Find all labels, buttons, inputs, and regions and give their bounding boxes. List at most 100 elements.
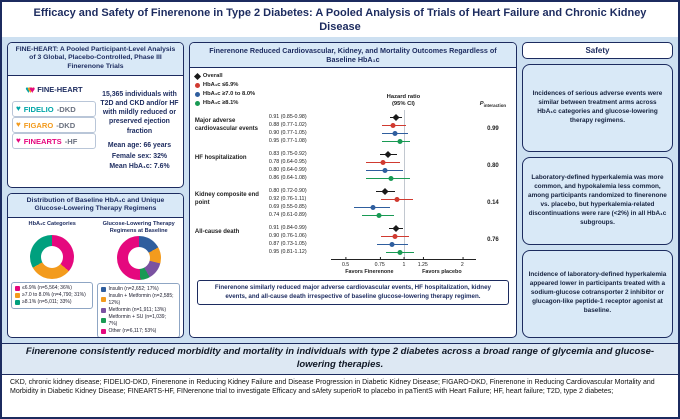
- pie-legend-item: Metformin + SU (n=1,039; 7%): [101, 314, 175, 328]
- axis-tick-label: 2: [460, 257, 464, 269]
- circle-point-marker: [390, 122, 396, 128]
- hazard-ratio-header: Hazard ratio (95% CI): [386, 93, 421, 108]
- hr-ci-text: 0.87 (0.73-1.05): [268, 241, 307, 248]
- hr-ci-text: 0.91 (0.84-0.99): [268, 225, 307, 232]
- hr-ci-text: 0.91 (0.85-0.98): [268, 114, 307, 121]
- legend-swatch: [101, 286, 107, 292]
- estimate-line: 0.80 (0.72-0.90): [269, 184, 476, 199]
- safety-column: Safety Incidences of serious adverse eve…: [521, 41, 673, 338]
- pie-legend-item: Insulin + Metformin (n=2,585; 12%): [101, 293, 175, 307]
- heart-icon: ♥: [16, 120, 21, 130]
- hr-ci-text: 0.78 (0.64-0.95): [268, 159, 307, 166]
- legend-swatch: [101, 297, 107, 303]
- forest-legend-item: HbA₁c ≤6.9%: [194, 81, 331, 90]
- middle-column: Finerenone Reduced Cardiovascular, Kidne…: [188, 41, 517, 338]
- p-sub-label: interaction: [483, 103, 507, 109]
- heart-icon: ♥: [25, 85, 32, 97]
- favors-finerenone-label: Favors Finerenone: [345, 269, 394, 276]
- plot-strip: [331, 163, 476, 178]
- regimens-pie-legend: Insulin (n=2,652; 17%) Insulin + Metformi…: [97, 282, 180, 337]
- forest-outcome-row: HF hospitalization 0.83 (0.75-0.92) 0.78 (…: [194, 147, 511, 186]
- circle-point-marker: [376, 212, 382, 218]
- circle-marker-icon: [194, 92, 200, 98]
- circle-point-marker: [388, 175, 394, 181]
- forest-outcome-row: All-cause death 0.91 (0.84-0.99) 0.90 (0.7…: [195, 221, 511, 260]
- trial-suffix: -DKD: [56, 120, 76, 130]
- trial-suffix: -DKD: [56, 104, 76, 114]
- pie-legend-label: ≤6.9% (n=5,564; 36%): [22, 285, 72, 292]
- plot-strip: [331, 184, 476, 199]
- trial-logo-finearts: ♥ FINEARTS -HF: [12, 133, 96, 150]
- circle-point-marker: [380, 159, 386, 165]
- reference-line: [403, 200, 405, 215]
- trial-name: FINEARTS: [23, 136, 62, 146]
- plot-strip: [331, 155, 476, 170]
- forest-legend-label: Overall: [202, 73, 223, 80]
- circle-point-marker: [397, 249, 403, 255]
- safety-header: Safety: [521, 41, 673, 59]
- hba1c-donut-chart: [30, 235, 75, 280]
- legend-swatch: [15, 286, 20, 292]
- plot-strip: [331, 134, 476, 149]
- circle-point-marker: [392, 233, 398, 239]
- pie-legend-label: Other (n=6,117; 53%): [108, 327, 157, 334]
- trial-name: FIDELIO: [23, 104, 54, 114]
- estimate-line: 0.80 (0.64-0.99): [269, 163, 476, 178]
- p-interaction-value: 0.14: [487, 200, 499, 207]
- reference-line: [403, 163, 405, 178]
- estimate-line: 0.90 (0.77-1.05): [269, 126, 476, 141]
- trials-list: ♥ FIDELIO -DKD ♥ FIGARO -DKD ♥ FINEARTS -HF: [12, 101, 96, 150]
- forest-legend-item: Overall: [193, 72, 331, 81]
- forest-legend-label: HbA₁c ≥8.1%: [202, 100, 239, 107]
- plot-strip: [331, 237, 476, 252]
- conclusion-banner: Finerenone consistently reduced morbidit…: [2, 342, 678, 375]
- outcome-estimates: 0.91 (0.85-0.98) 0.88 (0.77-1.02) 0.90 (0.…: [268, 110, 476, 149]
- axis-tick-label: 1: [402, 257, 406, 269]
- circle-point-marker: [389, 241, 395, 247]
- population-stats: Mean age: 66 years Female sex: 32% Mean Hb…: [100, 141, 179, 173]
- circle-point-marker: [392, 130, 398, 136]
- plot-strip: [331, 192, 476, 207]
- page-title: Efficacy and Safety of Finerenone in Typ…: [33, 7, 647, 34]
- pie-legend-label: Metformin + SU (n=1,039; 7%): [108, 313, 166, 327]
- plot-strip: [331, 118, 476, 133]
- pie-legend-item: Metformin (n=1,911; 13%): [101, 307, 175, 314]
- axis-tick-label: 0.75: [374, 257, 385, 269]
- heart-icon: ♥: [16, 136, 21, 146]
- pie-legend-label: Metformin (n=1,911; 13%): [108, 306, 167, 313]
- estimate-line: 0.86 (0.64-1.08): [269, 171, 476, 186]
- trial-logo-fidelio: ♥ FIDELIO -DKD: [12, 101, 96, 118]
- favors-placebo-label: Favors placebo: [422, 269, 462, 276]
- diamond-point-marker: [392, 224, 400, 232]
- hr-ci-text: 0.95 (0.81-1.12): [268, 249, 307, 256]
- plot-strip: [331, 110, 476, 125]
- legend-swatch: [101, 318, 107, 324]
- plot-strip: [331, 229, 476, 244]
- outcome-estimates: 0.80 (0.72-0.90) 0.92 (0.76-1.11) 0.69 (0.…: [269, 184, 476, 223]
- diamond-point-marker: [392, 113, 400, 121]
- fine-heart-logo-label: FINE-HEART: [37, 84, 83, 94]
- p-interaction-value: 0.99: [487, 126, 499, 133]
- safety-item-2: Laboratory-defined hyperkalemia was more…: [521, 156, 673, 245]
- hba1c-pie-title: HbA₁c Categories: [28, 221, 76, 228]
- estimate-line: 0.95 (0.81-1.12): [268, 245, 476, 260]
- safety-item-1: Incidences of serious adverse events wer…: [521, 63, 673, 152]
- diamond-marker-icon: [193, 73, 201, 81]
- plot-strip: [331, 245, 476, 260]
- circle-point-marker: [382, 167, 388, 173]
- regimens-donut-chart: [116, 235, 161, 280]
- pie-legend-label: ≥8.1% (n=5,011; 33%): [22, 299, 72, 306]
- pie-legend-label: ≥7.0 to 8.0% (n=4,790; 31%): [22, 292, 86, 299]
- circle-marker-icon: [194, 83, 200, 89]
- trials-box: FINE-HEART: A Pooled Participant-Level A…: [7, 41, 184, 188]
- reference-line: [403, 221, 405, 236]
- forest-plot-body: Overall HbA₁c ≤6.9% HbA₁c ≥7.0 to 8.0% HbA₁…: [190, 68, 516, 336]
- outcome-label: HF hospitalization: [194, 155, 247, 162]
- estimate-line: 0.78 (0.64-0.95): [268, 155, 476, 170]
- heart-icon: ♥: [29, 85, 36, 97]
- outcome-label: Major adverse cardiovascular events: [194, 118, 258, 132]
- circle-point-marker: [370, 204, 376, 210]
- trial-logos: ♥♥♥ FINE-HEART ♥ FIDELIO -DKD ♥ FIGARO -DKD ♥ F…: [12, 80, 96, 183]
- stat-line: Mean HbA₁c: 7.6%: [109, 163, 170, 171]
- trial-logo-figaro: ♥ FIGARO -DKD: [12, 117, 96, 134]
